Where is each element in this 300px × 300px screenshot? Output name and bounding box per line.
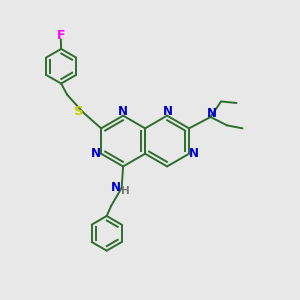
- Text: H: H: [122, 186, 130, 196]
- Text: F: F: [57, 29, 65, 42]
- Text: N: N: [206, 107, 217, 120]
- Text: S: S: [74, 104, 83, 118]
- Text: N: N: [162, 105, 172, 118]
- Text: N: N: [91, 147, 101, 160]
- Text: N: N: [189, 147, 199, 160]
- Text: N: N: [118, 105, 128, 118]
- Text: N: N: [111, 181, 121, 194]
